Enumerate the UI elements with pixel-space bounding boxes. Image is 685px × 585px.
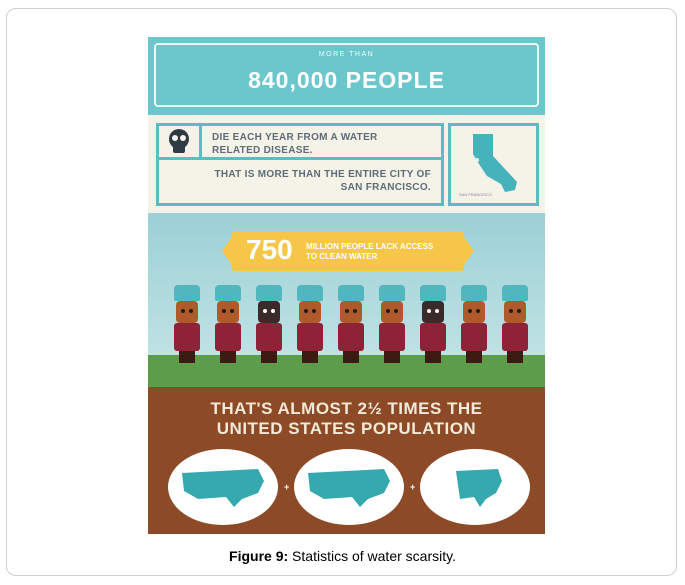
banner-border [154, 43, 539, 107]
california-box: SAN FRANCISCO [448, 123, 539, 206]
poster-scene: 750 MILLION PEOPLE LACK ACCESS TO CLEAN … [148, 37, 545, 534]
ribbon-text: MILLION PEOPLE LACK ACCESS TO CLEAN WATE… [306, 242, 434, 261]
death-text: DIE EACH YEAR FROM A WATER RELATED DISEA… [212, 132, 378, 156]
us-map-oval [168, 449, 278, 525]
california-map-icon [473, 134, 517, 192]
ribbon-number: 750 [246, 234, 293, 265]
person-figure [170, 285, 204, 363]
top-banner: MORE THAN 840,000 PEOPLE [148, 37, 545, 115]
person-figure [211, 285, 245, 363]
plus-sign: + [410, 482, 416, 492]
banner-title: 840,000 PEOPLE [248, 67, 445, 93]
population-headline: THAT'S ALMOST 2½ TIMES THE UNITED STATES… [210, 399, 483, 438]
us-map-oval [294, 449, 404, 525]
person-figure [293, 285, 327, 363]
figure-caption: Figure 9: Statistics of water scarsity. [0, 548, 685, 564]
plus-sign: + [284, 482, 290, 492]
gold-ribbon: 750 MILLION PEOPLE LACK ACCESS TO CLEAN … [222, 231, 474, 271]
banner-subtitle: MORE THAN [318, 51, 375, 58]
partial-us-map-oval [420, 449, 530, 525]
skull-box [156, 123, 202, 160]
death-text-box: DIE EACH YEAR FROM A WATER RELATED DISEA… [202, 123, 444, 160]
person-figure [457, 285, 491, 363]
partial-us-map-icon [456, 469, 502, 507]
us-map-icon [308, 469, 390, 507]
person-figure [375, 285, 409, 363]
caption-label: Figure 9: [229, 548, 289, 564]
person-figure [498, 285, 532, 363]
us-map-icon [182, 469, 264, 507]
caption-text: Statistics of water scarsity. [288, 548, 456, 564]
person-figure [252, 285, 286, 363]
skull-icon [169, 129, 189, 153]
map-label: SAN FRANCISCO [459, 192, 492, 197]
person-figure [416, 285, 450, 363]
person-figure [334, 285, 368, 363]
info-panel: DIE EACH YEAR FROM A WATER RELATED DISEA… [148, 115, 545, 213]
comparison-text-box: THAT IS MORE THAN THE ENTIRE CITY OF SAN… [156, 160, 444, 206]
comparison-text: THAT IS MORE THAN THE ENTIRE CITY OF SAN… [214, 169, 431, 193]
